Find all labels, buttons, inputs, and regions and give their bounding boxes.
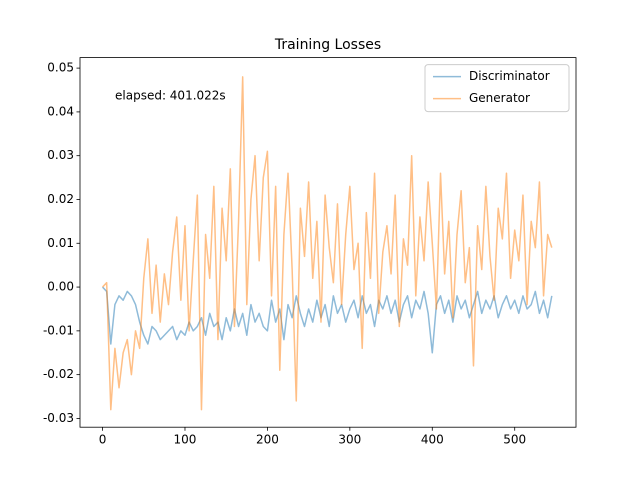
y-tick-label: 0.01 bbox=[47, 236, 74, 250]
x-tick-label: 200 bbox=[256, 433, 279, 447]
chart-title: Training Losses bbox=[274, 37, 381, 53]
y-tick-label: -0.03 bbox=[43, 411, 74, 425]
x-tick-label: 100 bbox=[174, 433, 197, 447]
x-tick-label: 300 bbox=[338, 433, 361, 447]
y-tick-label: -0.02 bbox=[43, 367, 74, 381]
y-tick-label: 0.02 bbox=[47, 192, 74, 206]
x-tick-label: 0 bbox=[99, 433, 107, 447]
y-tick-label: -0.01 bbox=[43, 323, 74, 337]
x-tick-label: 500 bbox=[503, 433, 526, 447]
legend-label: Generator bbox=[469, 91, 530, 105]
legend-label: Discriminator bbox=[469, 69, 550, 83]
series-line bbox=[102, 76, 553, 411]
annotation: elapsed: 401.022s bbox=[115, 89, 226, 103]
y-tick-label: 0.05 bbox=[47, 61, 74, 75]
y-tick-label: 0.03 bbox=[47, 148, 74, 162]
y-tick-label: 0.00 bbox=[47, 280, 74, 294]
series-line bbox=[102, 286, 553, 354]
y-tick-label: 0.04 bbox=[47, 104, 74, 118]
axes-frame bbox=[79, 57, 577, 428]
x-tick-label: 400 bbox=[421, 433, 444, 447]
